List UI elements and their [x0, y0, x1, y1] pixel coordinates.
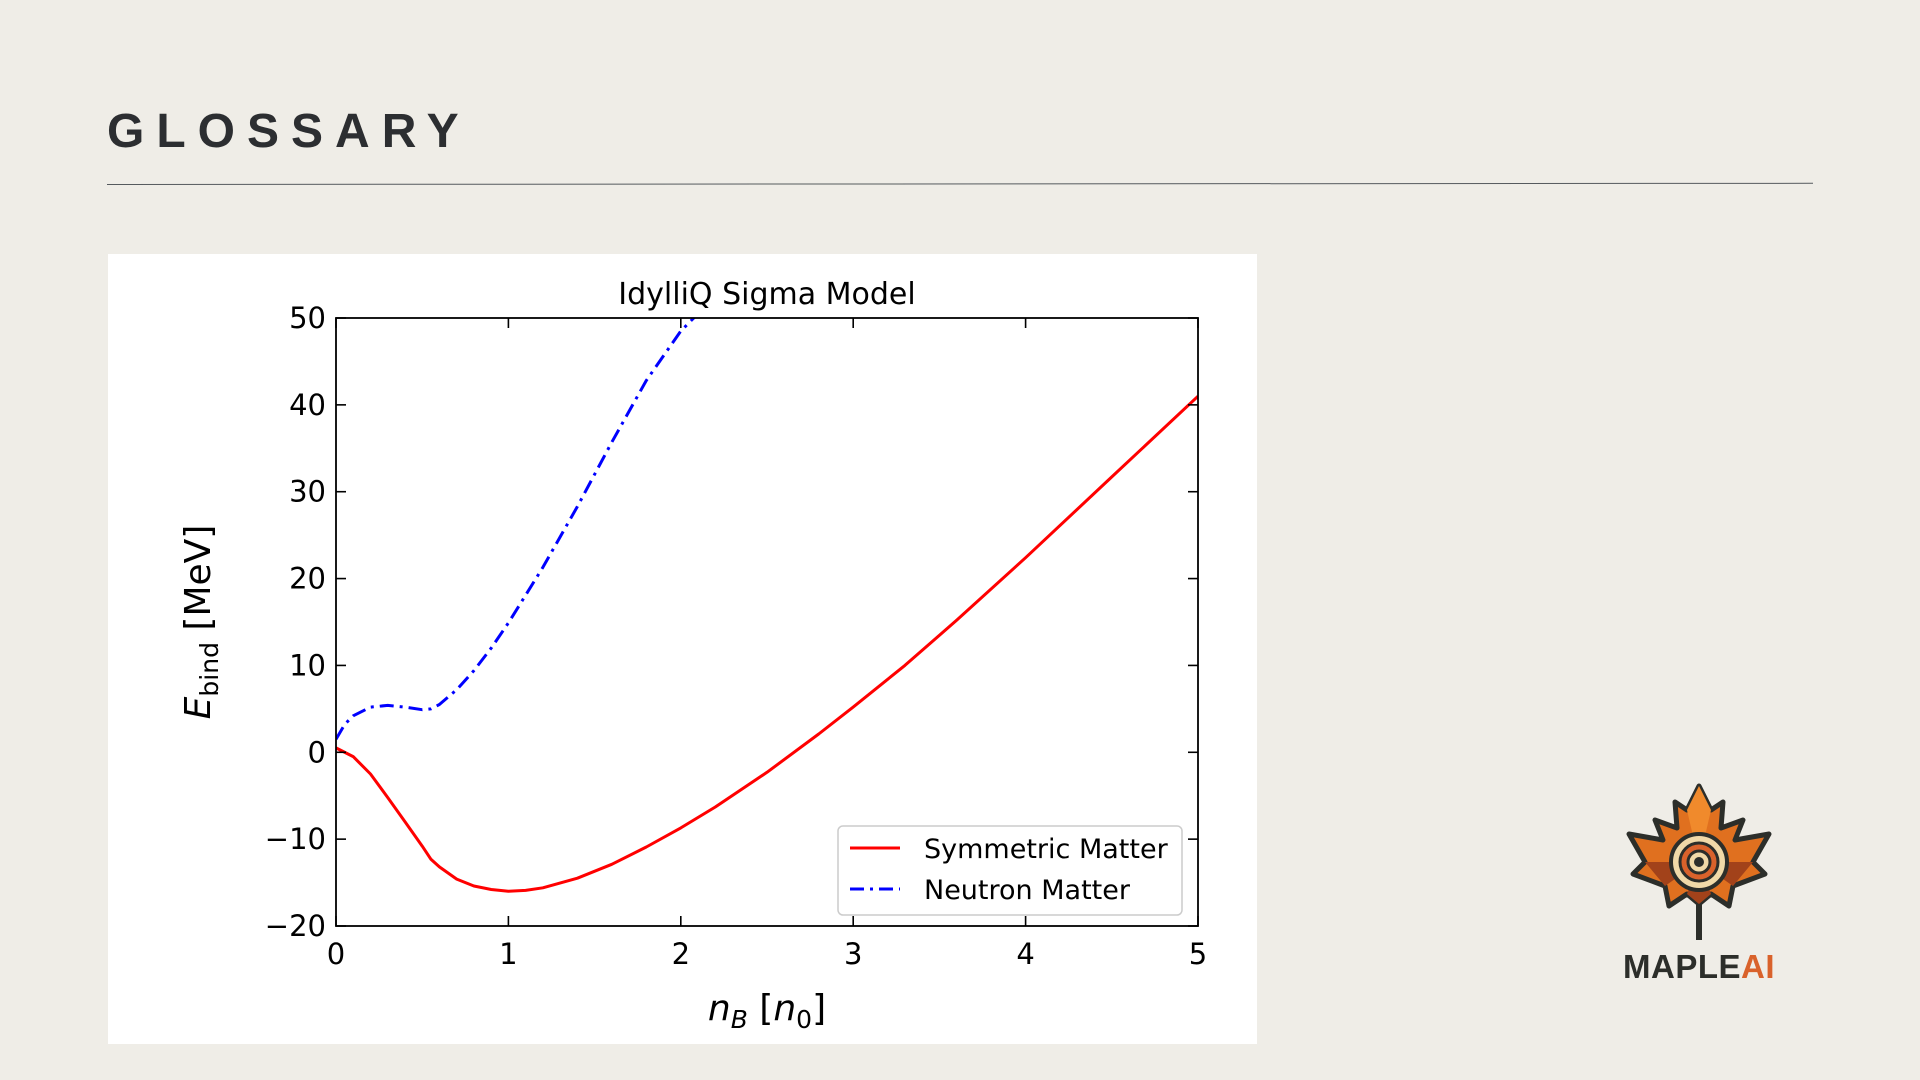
series-line-0 [336, 395, 1198, 893]
legend-box [837, 825, 1183, 916]
x-axis-label: nB [n0] [708, 988, 826, 1034]
plot-frame [335, 317, 1199, 927]
target-center [1694, 857, 1704, 867]
x-tick-label: 1 [499, 937, 517, 971]
y-tick-label: 50 [289, 301, 326, 335]
maple-ai-logo: MAPLEAI [1604, 782, 1794, 983]
x-tick-label: 0 [327, 937, 345, 971]
x-label-bracket-open: [ [748, 988, 774, 1029]
x-label-unit-main: n [773, 988, 796, 1029]
y-tick-label: −10 [265, 822, 326, 856]
logo-word-ai: AI [1741, 948, 1775, 985]
y-tick-label: 40 [289, 388, 326, 422]
x-tick-label: 2 [672, 937, 690, 971]
x-label-sub: B [731, 1005, 748, 1034]
y-label-sub: bind [195, 642, 224, 697]
legend-label: Neutron Matter [924, 875, 1131, 906]
y-tick-label: 20 [289, 562, 326, 596]
y-label-main: E [178, 696, 219, 719]
x-label-unit-sub: 0 [796, 1005, 812, 1034]
y-tick-label: 30 [289, 475, 326, 509]
slide-title: GLOSSARY [107, 105, 471, 158]
y-tick-label: 0 [308, 735, 326, 769]
leaf-stem [1696, 900, 1702, 940]
y-tick-label: 10 [289, 648, 326, 682]
x-tick-label: 4 [1016, 937, 1034, 971]
x-label-main: n [708, 988, 731, 1029]
x-tick-label: 5 [1189, 937, 1207, 971]
series-line-1 [336, 318, 696, 741]
x-tick-label: 3 [844, 937, 862, 971]
maple-leaf-icon [1626, 783, 1772, 940]
y-axis-label: Ebind [MeV] [178, 525, 224, 720]
binding-energy-chart: 0 1 2 3 4 5 −20 −10 0 10 20 30 40 50 IdylliQ Sigma Mod… [178, 277, 1207, 1034]
y-label-unit: [MeV] [178, 525, 219, 642]
x-label-bracket-close: ] [812, 988, 826, 1029]
chart-panel: 0 1 2 3 4 5 −20 −10 0 10 20 30 40 50 IdylliQ Sigma Mod… [108, 254, 1257, 1044]
title-divider [106, 182, 1813, 185]
logo-wordmark: MAPLEAI [1604, 950, 1794, 983]
y-tick-label: −20 [265, 909, 326, 943]
legend-label: Symmetric Matter [924, 834, 1169, 865]
chart-title: IdylliQ Sigma Model [618, 277, 915, 312]
logo-word-maple: MAPLE [1623, 948, 1741, 985]
leaf-facet-top [1687, 786, 1711, 862]
